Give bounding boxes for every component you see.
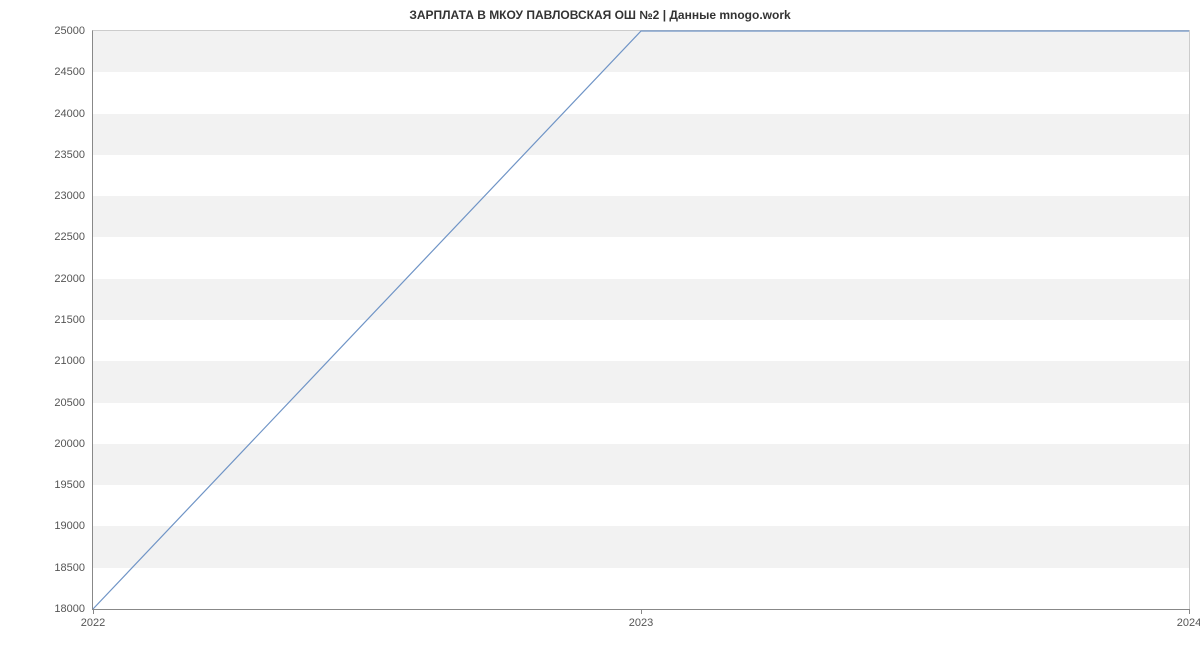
y-tick-label: 22000 — [54, 273, 93, 285]
y-tick-label: 18500 — [54, 562, 93, 574]
salary-line-chart: ЗАРПЛАТА В МКОУ ПАВЛОВСКАЯ ОШ №2 | Данны… — [0, 0, 1200, 650]
y-tick-label: 24000 — [54, 108, 93, 120]
y-tick-label: 25000 — [54, 25, 93, 37]
y-tick-label: 23500 — [54, 149, 93, 161]
y-tick-label: 20500 — [54, 397, 93, 409]
chart-title: ЗАРПЛАТА В МКОУ ПАВЛОВСКАЯ ОШ №2 | Данны… — [0, 8, 1200, 22]
x-tick-mark — [93, 609, 94, 614]
y-tick-label: 20000 — [54, 438, 93, 450]
y-tick-label: 21500 — [54, 314, 93, 326]
y-tick-label: 19000 — [54, 520, 93, 532]
x-tick-mark — [1189, 609, 1190, 614]
y-tick-label: 21000 — [54, 355, 93, 367]
y-tick-label: 24500 — [54, 66, 93, 78]
y-tick-label: 22500 — [54, 231, 93, 243]
y-tick-label: 19500 — [54, 479, 93, 491]
x-tick-mark — [641, 609, 642, 614]
y-tick-label: 23000 — [54, 190, 93, 202]
plot-area: 1800018500190001950020000205002100021500… — [92, 30, 1190, 610]
series-line-layer — [93, 31, 1189, 609]
series-line-salary — [93, 31, 1189, 609]
